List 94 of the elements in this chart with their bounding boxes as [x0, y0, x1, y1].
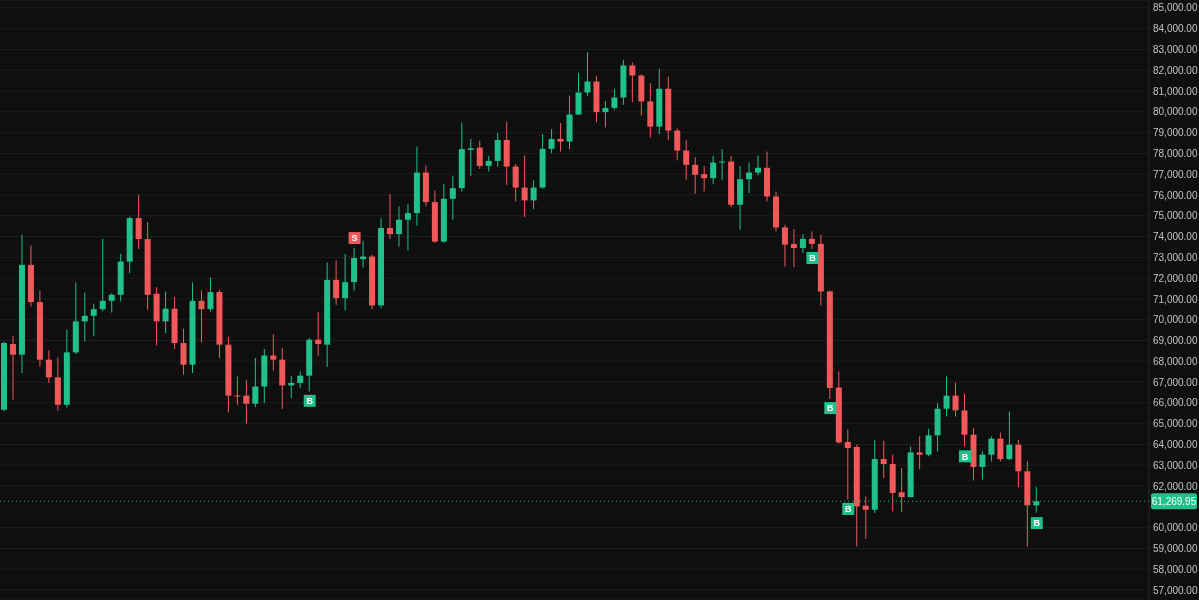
- y-tick-label: 81,000.00: [1153, 85, 1198, 97]
- candlestick: [234, 376, 241, 406]
- y-tick-label: 66,000.00: [1153, 397, 1198, 409]
- candlestick: [988, 435, 995, 462]
- candlestick: [746, 162, 753, 194]
- candlestick: [449, 175, 456, 221]
- candlestick: [880, 440, 887, 479]
- y-tick-label: 58,000.00: [1153, 563, 1198, 575]
- candlestick: [710, 155, 717, 185]
- y-tick-label: 60,000.00: [1153, 522, 1198, 534]
- data-label: S: [351, 233, 358, 244]
- candlestick: [701, 165, 708, 192]
- y-tick-label: 63,000.00: [1153, 459, 1198, 471]
- ref-line-label: 61,269.95: [1151, 495, 1197, 507]
- candlestick: [135, 194, 142, 250]
- candlestick: [557, 122, 564, 153]
- data-label: B: [809, 253, 817, 264]
- candlestick: [270, 333, 277, 371]
- candlestick: [629, 62, 636, 103]
- candlestick: [108, 292, 115, 313]
- candlestick: [719, 148, 726, 181]
- y-tick-label: 57,000.00: [1153, 584, 1198, 596]
- candlestick: [808, 230, 815, 250]
- y-tick-label: 77,000.00: [1153, 168, 1198, 180]
- data-label: B: [306, 396, 314, 407]
- y-tick-label: 62,000.00: [1153, 480, 1198, 492]
- y-tick-label: 85,000.00: [1153, 2, 1198, 14]
- candlestick: [755, 155, 762, 176]
- y-tick-label: 75,000.00: [1153, 210, 1198, 222]
- candlestick: [467, 138, 474, 177]
- candlestick: [781, 224, 788, 268]
- candlestick: [584, 51, 591, 97]
- y-tick-label: 71,000.00: [1153, 293, 1198, 305]
- candlestick: [521, 155, 528, 218]
- candlestick: [9, 335, 16, 401]
- candlestick: [99, 238, 106, 312]
- y-tick-label: 73,000.00: [1153, 251, 1198, 263]
- y-tick-label: 68,000.00: [1153, 355, 1198, 367]
- candlestick: [979, 450, 986, 481]
- data-label: B: [827, 403, 835, 414]
- y-tick-label: 79,000.00: [1153, 127, 1198, 139]
- candlestick: [575, 72, 582, 116]
- candlestick: [674, 127, 681, 161]
- candlestick: [198, 289, 205, 343]
- candlestick: [386, 193, 393, 240]
- data-label: B: [845, 504, 853, 515]
- y-tick-label: 64,000.00: [1153, 439, 1198, 451]
- candlestick: [548, 128, 555, 154]
- candlestick: [862, 495, 869, 540]
- y-tick-label: 82,000.00: [1153, 64, 1198, 76]
- candlestick: [602, 100, 609, 128]
- candlestick: [243, 379, 250, 425]
- y-tick-label: 69,000.00: [1153, 335, 1198, 347]
- y-tick-label: 72,000.00: [1153, 272, 1198, 284]
- candlestick: [207, 277, 214, 312]
- y-tick-label: 67,000.00: [1153, 376, 1198, 388]
- candlestick: [790, 228, 797, 268]
- candlestick: [692, 156, 699, 195]
- y-tick-label: 84,000.00: [1153, 23, 1198, 35]
- candlestick: [45, 350, 52, 384]
- y-tick-label: 59,000.00: [1153, 542, 1198, 554]
- candlestick: [395, 205, 402, 248]
- candlestick: [611, 88, 618, 111]
- candlestick: [252, 357, 259, 408]
- candlestick: [530, 179, 537, 210]
- y-tick-label: 74,000.00: [1153, 231, 1198, 243]
- candlestick: [844, 428, 851, 501]
- candlestick: [799, 233, 806, 254]
- candlestick: [180, 328, 187, 376]
- candlestick: [997, 431, 1004, 462]
- candlestick: [683, 139, 690, 181]
- y-tick-label: 76,000.00: [1153, 189, 1198, 201]
- candlestick: [333, 260, 340, 306]
- y-tick-label: 80,000.00: [1153, 106, 1198, 118]
- candlestick: [898, 467, 905, 513]
- candlestick: [90, 303, 97, 337]
- candlestick: [342, 253, 349, 311]
- candlestick: [476, 140, 483, 170]
- candlestick: [315, 311, 322, 357]
- candlestick: [943, 376, 950, 417]
- y-tick-label: 65,000.00: [1153, 418, 1198, 430]
- data-label: B: [961, 451, 969, 462]
- data-label: B: [1033, 518, 1041, 529]
- y-tick-label: 70,000.00: [1153, 314, 1198, 326]
- candlestick: [916, 435, 923, 470]
- candlestick: [952, 382, 959, 417]
- candlestick: [1006, 410, 1013, 461]
- candlestick: [925, 428, 932, 457]
- y-tick-label: 83,000.00: [1153, 44, 1198, 56]
- y-tick-label: 78,000.00: [1153, 147, 1198, 159]
- candlestick: [404, 203, 411, 252]
- candlestick: [494, 132, 501, 168]
- candlestick: [162, 290, 169, 334]
- candlestick: [512, 163, 519, 202]
